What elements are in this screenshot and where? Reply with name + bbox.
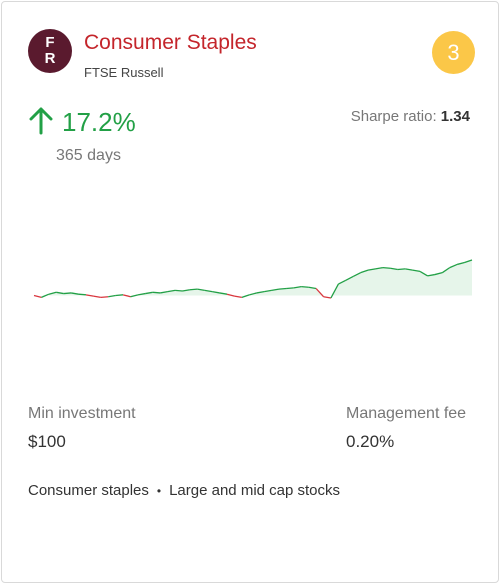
chart-line-segment xyxy=(315,288,325,298)
chart-line-segment xyxy=(419,270,428,277)
chart-line-segment xyxy=(405,268,413,271)
chart-line-segment xyxy=(345,275,354,281)
chart-line-segment xyxy=(382,266,391,269)
chart-line-segment xyxy=(352,272,361,278)
chart-line-segment xyxy=(308,286,317,290)
chart-line-segment xyxy=(412,269,421,273)
chart-line-segment xyxy=(323,296,332,299)
min-investment-value: $100 xyxy=(28,432,66,451)
return-value: 17.2% xyxy=(62,107,136,137)
performance-chart xyxy=(33,259,473,299)
chart-line-segment xyxy=(130,294,139,298)
tag-size: Large and mid cap stocks xyxy=(169,482,341,499)
tags-row: Consumer staples • Large and mid cap sto… xyxy=(28,482,340,499)
tag-separator: • xyxy=(156,483,162,498)
rank-badge: 3 xyxy=(432,31,475,74)
management-fee-label: Management fee xyxy=(346,405,467,422)
chart-line-segment xyxy=(160,291,168,294)
chart-line-segment xyxy=(197,288,205,292)
sharpe-label: Sharpe ratio: xyxy=(350,108,437,125)
chart-line-segment xyxy=(41,293,50,298)
chart-line-segment xyxy=(48,291,57,295)
chart-line-segment xyxy=(93,295,101,299)
chart-line-segment xyxy=(330,283,339,299)
chart-line-segment xyxy=(456,261,465,266)
provider-name: FTSE Russell xyxy=(84,65,164,80)
chart-line-segment xyxy=(100,296,109,299)
chart-line-segment xyxy=(367,268,376,271)
chart-line-segment xyxy=(286,287,294,290)
chart-line-segment xyxy=(174,289,183,292)
chart-line-segment xyxy=(145,291,153,295)
management-fee-value: 0.20% xyxy=(346,432,395,451)
chart-line-segment xyxy=(56,291,64,295)
chart-line-segment xyxy=(271,288,280,292)
chart-line-segment xyxy=(219,292,228,295)
chart-line-segment xyxy=(182,289,191,292)
chart-line-segment xyxy=(278,287,287,290)
chart-line-segment xyxy=(137,292,146,296)
chart-line-segment xyxy=(85,294,94,297)
logo-letter-2: R xyxy=(44,50,56,67)
fund-title[interactable]: Consumer Staples xyxy=(84,31,257,54)
sharpe-value: 1.34 xyxy=(440,108,470,125)
chart-line-segment xyxy=(338,279,347,285)
tag-sector: Consumer staples xyxy=(28,482,149,499)
chart-line-segment xyxy=(167,289,176,293)
chart-line-segment xyxy=(78,293,87,296)
chart-area-fill xyxy=(34,260,472,296)
return-period: 365 days xyxy=(56,147,121,164)
arrow-up-icon xyxy=(29,107,53,135)
chart-line-segment xyxy=(189,288,198,291)
chart-line-segment xyxy=(204,289,213,293)
chart-line-segment xyxy=(71,292,79,295)
chart-line-segment xyxy=(256,291,265,294)
chart-line-segment xyxy=(449,263,458,269)
chart-line-segment xyxy=(212,291,220,294)
chart-line-segment xyxy=(434,272,443,276)
chart-line-segment xyxy=(360,269,369,274)
chart-line-segment xyxy=(152,291,161,294)
chart-line-segment xyxy=(301,285,309,288)
chart-line-segment xyxy=(249,292,257,296)
provider-logo: F R xyxy=(28,29,72,73)
min-investment-label: Min investment xyxy=(28,405,136,422)
chart-line-segment xyxy=(427,273,435,277)
chart-line-segment xyxy=(122,294,131,298)
chart-line-segment xyxy=(397,268,406,271)
chart-line-segment xyxy=(264,289,272,293)
chart-line-segment xyxy=(33,294,42,298)
chart-line-segment xyxy=(390,267,398,271)
chart-line-segment xyxy=(115,294,124,297)
chart-line-segment xyxy=(234,295,242,299)
chart-line-segment xyxy=(63,292,72,295)
chart-line-segment xyxy=(441,267,451,274)
chart-line-segment xyxy=(108,294,116,298)
fund-card[interactable]: F R Consumer Staples FTSE Russell 3 17.2… xyxy=(1,1,499,583)
chart-line-segment xyxy=(375,266,384,270)
chart-line-segment xyxy=(464,259,473,264)
sharpe-ratio: Sharpe ratio: 1.34 xyxy=(351,108,470,125)
chart-line-segment xyxy=(293,285,302,289)
chart-line-segment xyxy=(241,294,250,298)
chart-line-segment xyxy=(226,293,235,297)
logo-letter-1: F xyxy=(45,34,55,51)
